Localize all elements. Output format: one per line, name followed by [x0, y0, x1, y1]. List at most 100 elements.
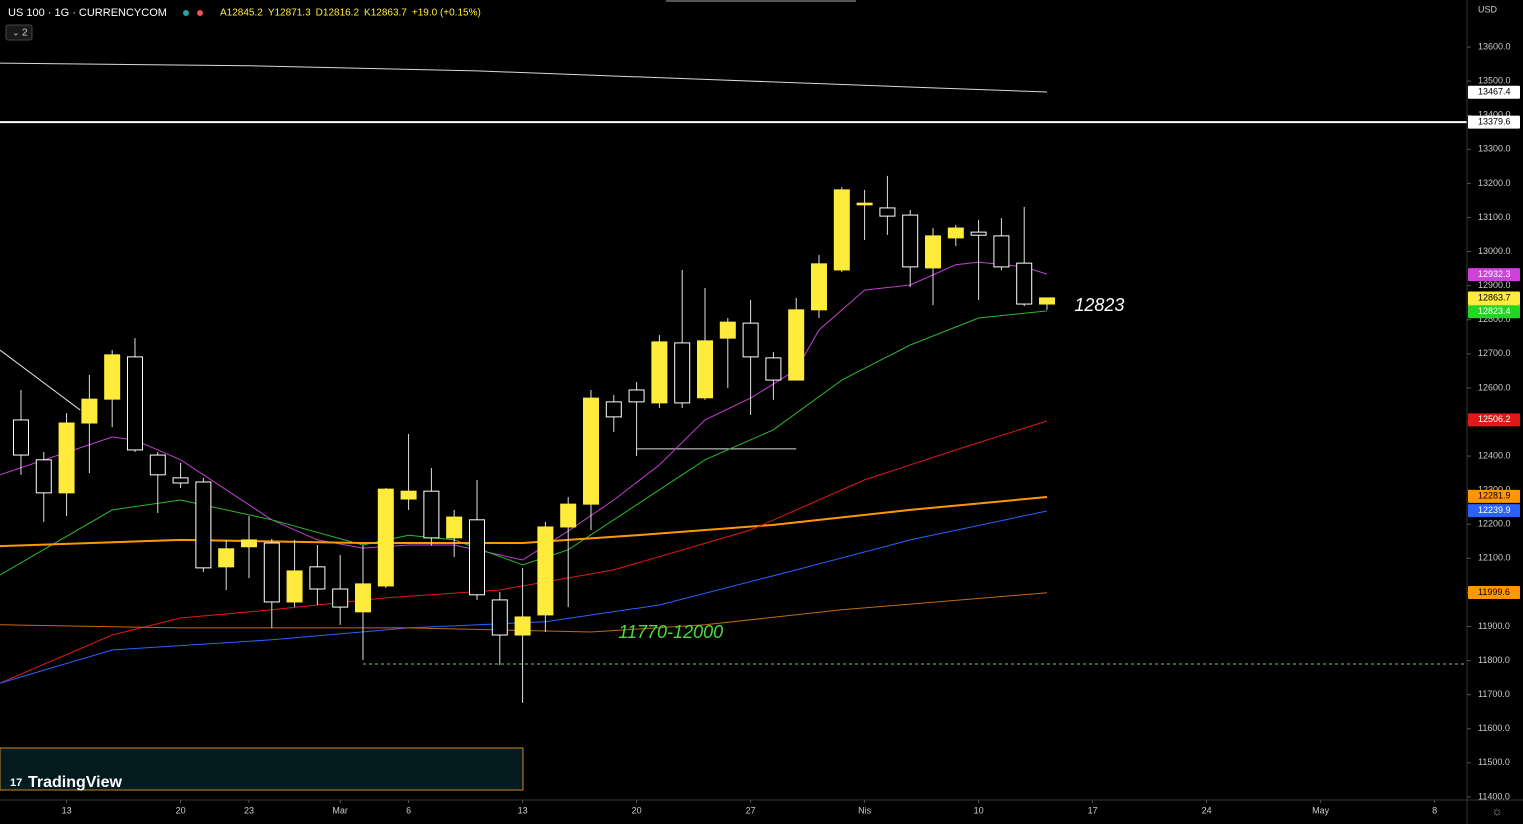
status-dot	[197, 10, 203, 16]
watermark-box	[0, 747, 524, 791]
ohlc-value: K12863.7	[364, 8, 407, 19]
price-label: 12863.7	[1478, 292, 1511, 302]
status-dot	[183, 10, 189, 16]
y-tick-label: 12800.0	[1478, 314, 1511, 324]
y-tick-label: 11900.0	[1478, 621, 1510, 631]
y-tick-label: 13200.0	[1478, 178, 1511, 188]
x-tick-label: 13	[62, 805, 72, 815]
x-tick-label: 13	[518, 805, 528, 815]
y-tick-label: 13000.0	[1478, 246, 1511, 256]
candle-body	[58, 422, 75, 494]
moving-average	[0, 420, 1048, 684]
candle-body	[377, 488, 394, 587]
candle-body	[742, 322, 759, 358]
watermark-icon: 17	[10, 777, 22, 789]
top-handle	[666, 0, 856, 2]
y-tick-label: 12400.0	[1478, 450, 1511, 460]
candle-body	[218, 548, 235, 568]
candle-body	[1039, 297, 1056, 305]
candle-body	[628, 389, 645, 403]
candle-body	[468, 519, 485, 596]
indicator-count[interactable]: 2	[22, 28, 28, 39]
candle-body	[446, 516, 463, 539]
y-tick-label: 12600.0	[1478, 382, 1511, 392]
candle-body	[309, 566, 326, 590]
y-tick-label: 11500.0	[1478, 757, 1510, 767]
candle-body	[263, 542, 280, 603]
moving-average	[0, 592, 1048, 633]
x-tick-label: 20	[632, 805, 642, 815]
candle-body	[833, 189, 850, 271]
candle-body	[240, 539, 257, 548]
y-tick-label: 11800.0	[1478, 655, 1510, 665]
candle-body	[537, 526, 554, 616]
candle-body	[514, 616, 531, 636]
x-tick-label: 10	[974, 805, 984, 815]
indicator-toggle[interactable]	[5, 24, 33, 41]
watermark: TradingView	[28, 774, 123, 791]
candle-body	[423, 490, 440, 539]
candle-body	[719, 321, 736, 339]
candle-body	[582, 397, 599, 505]
candle-body	[651, 341, 668, 404]
y-tick-label: 12100.0	[1478, 553, 1511, 563]
candle-body	[788, 309, 805, 381]
ohlc-value: +19.0 (+0.15%)	[412, 8, 481, 19]
candle-body	[149, 454, 166, 476]
price-label-bg	[1468, 586, 1520, 600]
price-label-bg	[1468, 504, 1520, 518]
ohlc-value: D12816.2	[316, 8, 360, 19]
price-label: 12823.4	[1478, 306, 1511, 316]
candle-body	[970, 231, 987, 236]
candle-body	[491, 599, 508, 636]
candle-body	[925, 235, 942, 269]
candle-body	[81, 398, 98, 424]
x-tick-label: May	[1312, 805, 1330, 815]
x-tick-label: Nis	[858, 805, 871, 815]
candle-body	[696, 340, 713, 399]
candle-body	[12, 419, 29, 456]
candle-body	[354, 583, 371, 613]
y-tick-label: 13500.0	[1478, 75, 1511, 85]
plot-area: 12823 11770-12000	[0, 62, 1467, 703]
candle-body	[35, 459, 52, 494]
candle-body	[286, 570, 303, 603]
price-label: 12239.9	[1478, 505, 1511, 515]
y-tick-label: 12700.0	[1478, 348, 1511, 358]
moving-average	[0, 62, 1048, 93]
candle-body	[172, 477, 189, 484]
candle-body	[856, 202, 873, 206]
y-tick-label: 13100.0	[1478, 212, 1511, 222]
ohlc-value: A12845.2	[220, 8, 263, 19]
ohlc-value: Y12871.3	[268, 8, 311, 19]
annotation: 11770-12000	[618, 622, 723, 642]
x-tick-label: 20	[176, 805, 186, 815]
annotation: 12823	[1074, 295, 1124, 315]
price-label: 12281.9	[1478, 491, 1511, 501]
price-label-bg	[1468, 115, 1520, 129]
price-label-bg	[1468, 291, 1520, 305]
settings-icon[interactable]: ☼	[1492, 804, 1503, 818]
indicator-chevron: ⌄	[12, 27, 20, 37]
candle-body	[195, 481, 212, 569]
x-tick-label: Mar	[332, 805, 348, 815]
price-label: 12506.2	[1478, 414, 1511, 424]
price-label: 11999.6	[1478, 587, 1510, 597]
currency[interactable]: USD	[1478, 4, 1498, 14]
price-label-bg	[1468, 489, 1520, 503]
candle-body	[400, 490, 417, 500]
candle-body	[879, 207, 896, 217]
price-label-bg	[1468, 305, 1520, 319]
y-tick-label: 13400.0	[1478, 110, 1511, 120]
candle-body	[902, 214, 919, 268]
symbol-title[interactable]: US 100 · 1G · CURRENCYCOM	[8, 7, 167, 19]
candle-body	[560, 503, 577, 528]
y-tick-label: 11600.0	[1478, 723, 1510, 733]
candle-body	[811, 263, 828, 311]
price-label-bg	[1468, 85, 1520, 99]
candle-body	[104, 354, 121, 400]
candle-body	[605, 401, 622, 418]
price-label: 12932.3	[1478, 269, 1511, 279]
